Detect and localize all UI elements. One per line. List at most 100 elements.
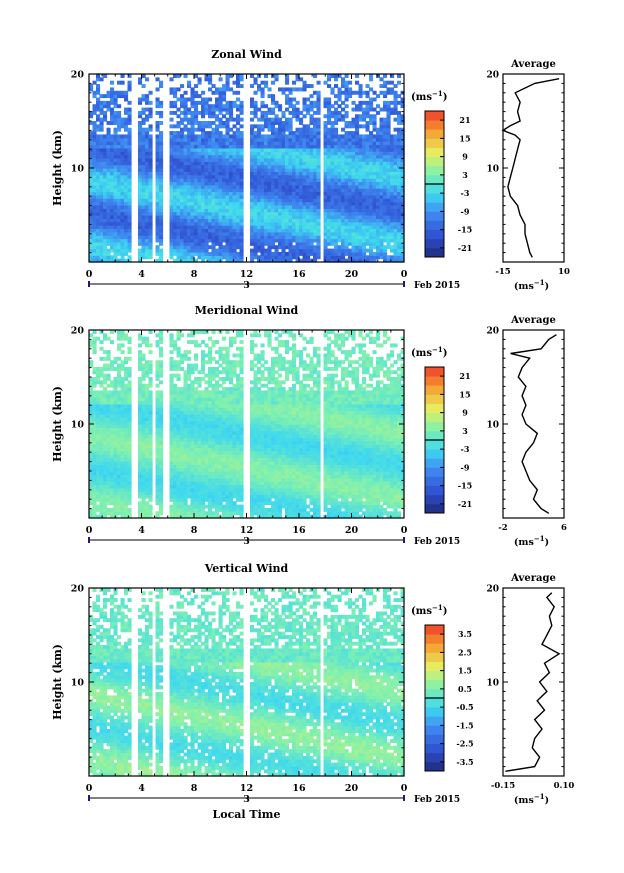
heatmap-cell xyxy=(201,161,206,166)
heatmap-cell xyxy=(386,161,391,166)
heatmap-cell xyxy=(358,238,363,243)
heatmap-cell xyxy=(113,147,118,152)
heatmap-cell xyxy=(306,154,311,159)
heatmap-cell xyxy=(106,225,111,230)
heatmap-cell xyxy=(124,110,129,115)
heatmap-cell xyxy=(229,181,234,186)
heatmap-cell xyxy=(288,238,293,243)
heatmap-cell xyxy=(194,134,199,139)
heatmap-cell xyxy=(260,127,265,132)
heatmap-cell xyxy=(390,74,395,78)
heatmap-cell xyxy=(138,353,143,358)
heatmap-cell xyxy=(145,131,150,136)
heatmap-cell xyxy=(138,241,143,246)
heatmap-cell xyxy=(89,380,94,385)
x-tick-label: 20 xyxy=(345,269,359,280)
heatmap-cell xyxy=(218,87,223,92)
heatmap-cell xyxy=(397,164,402,169)
heatmap-cell xyxy=(295,178,300,183)
heatmap-cell xyxy=(267,238,272,243)
heatmap-cell xyxy=(337,258,342,263)
heatmap-cell xyxy=(215,221,220,226)
heatmap-cell xyxy=(148,211,153,216)
heatmap-cell xyxy=(124,427,129,432)
heatmap-cell xyxy=(285,144,290,149)
heatmap-cell xyxy=(89,131,94,136)
heatmap-cell xyxy=(351,157,356,162)
heatmap-cell xyxy=(117,238,122,243)
heatmap-cell xyxy=(313,147,318,152)
heatmap-cell xyxy=(376,157,381,162)
heatmap-cell xyxy=(117,370,122,375)
heatmap-cell xyxy=(173,168,178,172)
heatmap-cell xyxy=(173,151,178,156)
heatmap-cell xyxy=(103,221,108,226)
heatmap-cell xyxy=(376,198,381,203)
heatmap-cell xyxy=(390,100,395,105)
heatmap-cell xyxy=(169,198,174,203)
heatmap-cell xyxy=(390,238,395,243)
heatmap-cell xyxy=(127,400,132,405)
heatmap-cell xyxy=(127,481,132,486)
heatmap-cell xyxy=(323,198,328,203)
heatmap-cell xyxy=(96,514,101,519)
heatmap-cell xyxy=(309,211,314,216)
heatmap-cell xyxy=(169,181,174,186)
heatmap-cell xyxy=(99,94,104,99)
heatmap-cell xyxy=(348,184,353,189)
heatmap-cell xyxy=(155,420,160,425)
heatmap-cell xyxy=(106,440,111,445)
heatmap-cell xyxy=(194,100,199,105)
heatmap-cell xyxy=(253,231,258,236)
heatmap-cell xyxy=(334,121,339,125)
heatmap-cell xyxy=(138,171,143,176)
heatmap-cell xyxy=(124,390,129,395)
heatmap-cell xyxy=(155,383,160,388)
heatmap-cell xyxy=(348,221,353,226)
heatmap-cell xyxy=(222,201,227,206)
heatmap-cell xyxy=(271,110,276,115)
heatmap-cell xyxy=(176,171,181,176)
heatmap-cell xyxy=(376,248,381,253)
heatmap-cell xyxy=(117,346,122,351)
heatmap-cell xyxy=(253,171,258,176)
heatmap-cell xyxy=(355,238,360,243)
heatmap-cell xyxy=(390,221,395,226)
heatmap-cell xyxy=(194,171,199,176)
heatmap-cell xyxy=(96,380,101,385)
heatmap-cell xyxy=(355,144,360,149)
heatmap-cell xyxy=(148,124,153,129)
heatmap-cell xyxy=(400,238,405,243)
heatmap-cell xyxy=(351,204,356,209)
heatmap-cell xyxy=(334,164,339,169)
heatmap-cell xyxy=(337,235,342,240)
heatmap-cell xyxy=(288,191,293,196)
heatmap-cell xyxy=(145,194,150,199)
heatmap-cell xyxy=(176,151,181,156)
heatmap-cell xyxy=(334,134,339,139)
heatmap-cell xyxy=(372,204,377,209)
heatmap-cell xyxy=(99,494,104,499)
heatmap-cell xyxy=(127,430,132,435)
heatmap-cell xyxy=(215,231,220,236)
heatmap-cell xyxy=(264,151,269,156)
heatmap-cell xyxy=(155,144,160,149)
heatmap-cell xyxy=(260,164,265,169)
heatmap-cell xyxy=(292,131,297,136)
heatmap-cell xyxy=(89,248,94,253)
heatmap-cell xyxy=(89,204,94,209)
heatmap-cell xyxy=(257,238,262,243)
heatmap-cell xyxy=(120,161,125,166)
heatmap-cell xyxy=(113,397,118,402)
heatmap-cell xyxy=(288,110,293,115)
heatmap-cell xyxy=(176,204,181,209)
heatmap-cell xyxy=(106,481,111,486)
heatmap-cell xyxy=(208,174,213,179)
heatmap-cell xyxy=(113,366,118,371)
heatmap-cell xyxy=(169,251,174,256)
heatmap-cell xyxy=(250,137,255,142)
heatmap-cell xyxy=(201,251,206,256)
heatmap-cell xyxy=(124,211,129,216)
heatmap-cell xyxy=(264,225,269,230)
heatmap-cell xyxy=(355,221,360,226)
